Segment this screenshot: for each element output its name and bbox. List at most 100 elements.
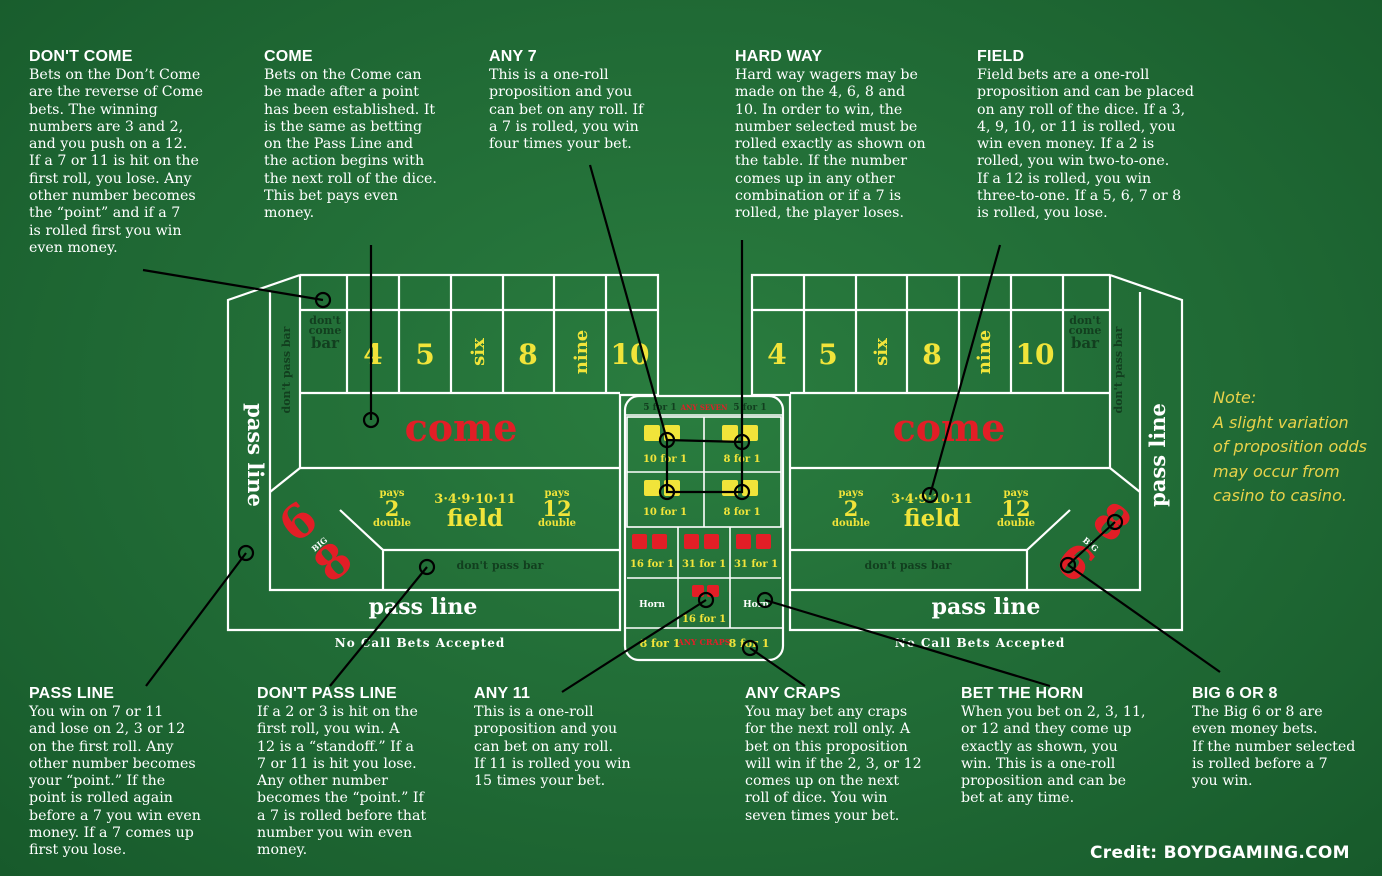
horn-label-left: Horn bbox=[639, 600, 665, 610]
pass-line-description: PASS LINE You win on 7 or 11 and lose on… bbox=[29, 684, 239, 860]
any-craps-title: ANY CRAPS bbox=[745, 685, 841, 702]
dont-pass-description: DON'T PASS LINE If a 2 or 3 is hit on th… bbox=[257, 684, 457, 860]
pass-line-text: You win on 7 or 11 and lose on 2, 3 or 1… bbox=[29, 704, 201, 859]
place-number-5-right: 5 bbox=[818, 338, 837, 371]
right-layout bbox=[750, 273, 1184, 632]
hard-way-title: HARD WAY bbox=[735, 48, 823, 65]
dont-pass-text: If a 2 or 3 is hit on the first roll, yo… bbox=[257, 704, 427, 859]
craps-2-odds: 16 for 1 bbox=[630, 559, 674, 570]
hard-4-odds: 10 for 1 bbox=[643, 507, 687, 518]
any11-title: ANY 11 bbox=[474, 685, 531, 702]
callout-lines bbox=[142, 164, 1221, 693]
dont-come-title: DON'T COME bbox=[29, 48, 133, 65]
pays-2-mult-right: double bbox=[832, 518, 870, 529]
horn-text: When you bet on 2, 3, 11, or 12 and they… bbox=[961, 704, 1146, 807]
any-craps-odds-left: 8 for 1 bbox=[640, 637, 681, 650]
dont-pass-title: DON'T PASS LINE bbox=[257, 685, 397, 702]
big68-text: The Big 6 or 8 are even money bets. If t… bbox=[1192, 704, 1356, 790]
pays-12-num-right: 12 bbox=[1001, 496, 1030, 521]
come-description: COME Bets on the Come can be made after … bbox=[264, 47, 464, 223]
hard-10-odds: 10 for 1 bbox=[643, 454, 687, 465]
pays-12-mult: double bbox=[538, 518, 576, 529]
any-seven-label: ANY SEVEN bbox=[680, 403, 728, 412]
any7-description: ANY 7 This is a one-roll proposition and… bbox=[489, 47, 689, 153]
pass-line-right: pass line bbox=[932, 594, 1041, 620]
place-number-six-right: six bbox=[871, 338, 892, 366]
come-text: Bets on the Come can be made after a poi… bbox=[264, 67, 437, 222]
come-label-left: come bbox=[405, 405, 518, 450]
pays-label-left: pays bbox=[380, 488, 405, 499]
field-label-right: field bbox=[904, 505, 960, 532]
dont-come-bar-l2: come bbox=[309, 324, 342, 337]
craps-dice bbox=[632, 534, 771, 549]
dont-come-description: DON'T COME Bets on the Don’t Come are th… bbox=[29, 47, 229, 257]
field-label-left: field bbox=[447, 505, 503, 532]
pays-2-mult: double bbox=[373, 518, 411, 529]
field-numbers-right: 3·4·9·10·11 bbox=[891, 492, 972, 507]
credit-text: Credit: BOYDGAMING.COM bbox=[1090, 843, 1350, 863]
any-craps-label: ANY CRAPS bbox=[676, 637, 730, 647]
craps-12-odds: 31 for 1 bbox=[682, 559, 726, 570]
pass-line-vertical-left: pass line bbox=[243, 403, 268, 507]
callout-markers bbox=[237, 291, 1124, 657]
any11-text: This is a one-roll proposition and you c… bbox=[474, 704, 631, 790]
left-labels: don't come bar 4 5 six 8 nine 10 don't p… bbox=[243, 314, 649, 650]
dont-come-bar-r-l1: don't bbox=[1069, 314, 1101, 327]
dont-come-bar-l1: don't bbox=[309, 314, 341, 327]
place-number-six-left: six bbox=[468, 338, 489, 366]
field-description: FIELD Field bets are a one-roll proposit… bbox=[977, 47, 1217, 223]
pass-line-left: pass line bbox=[369, 594, 478, 620]
any7-title: ANY 7 bbox=[489, 48, 537, 65]
pays-2-num: 2 bbox=[385, 496, 400, 521]
place-number-4-right: 4 bbox=[767, 338, 786, 371]
dont-come-text: Bets on the Don’t Come are the reverse o… bbox=[29, 67, 203, 256]
hard-way-text: Hard way wagers may be made on the 4, 6,… bbox=[735, 67, 926, 222]
left-outer-outline bbox=[226, 273, 660, 632]
come-title: COME bbox=[264, 48, 313, 65]
hard-6-odds: 8 for 1 bbox=[723, 507, 760, 518]
dont-come-bar-r-l3: bar bbox=[1071, 334, 1100, 352]
any-craps-text: You may bet any craps for the next roll … bbox=[745, 704, 922, 824]
no-call-bets-right: No Call Bets Accepted bbox=[895, 636, 1066, 650]
place-number-nine-left: nine bbox=[571, 330, 592, 374]
hard-way-description: HARD WAY Hard way wagers may be made on … bbox=[735, 47, 955, 223]
dont-come-bar-r-l2: come bbox=[1069, 324, 1102, 337]
horn-label-right: Horn bbox=[743, 600, 769, 610]
pays-12-mult-right: double bbox=[997, 518, 1035, 529]
pass-line-vertical-right: pass line bbox=[1145, 403, 1170, 507]
pays-12-num: 12 bbox=[542, 496, 571, 521]
any-eleven-odds: 16 for 1 bbox=[682, 614, 726, 625]
dont-come-bar-l3: bar bbox=[311, 334, 340, 352]
dont-pass-bar-right: don't pass bar bbox=[865, 559, 952, 572]
big68-title: BIG 6 OR 8 bbox=[1192, 685, 1278, 702]
field-numbers-left: 3·4·9·10·11 bbox=[434, 492, 515, 507]
any-craps-description: ANY CRAPS You may bet any craps for the … bbox=[745, 684, 955, 825]
place-number-5-left: 5 bbox=[415, 338, 434, 371]
any7-text: This is a one-roll proposition and you c… bbox=[489, 67, 644, 153]
pays-label-r2: pays bbox=[1004, 488, 1029, 499]
left-layout bbox=[226, 273, 660, 632]
place-number-10-right: 10 bbox=[1016, 338, 1055, 371]
dont-pass-bar-left: don't pass bar bbox=[457, 559, 544, 572]
any-craps-odds-right: 8 for 1 bbox=[729, 637, 770, 650]
any11-description: ANY 11 This is a one-roll proposition an… bbox=[474, 684, 674, 790]
dont-pass-bar-vertical-left: don't pass bar bbox=[280, 326, 293, 413]
place-number-8-right: 8 bbox=[922, 338, 941, 371]
craps-3-odds: 31 for 1 bbox=[734, 559, 778, 570]
center-proposition-box: 5 for 1 ANY SEVEN 5 for 1 10 for 1 8 for… bbox=[623, 394, 785, 662]
any-seven-odds-right: 5 for 1 bbox=[733, 403, 766, 413]
odds-variation-note: Note: A slight variation of proposition … bbox=[1213, 388, 1367, 505]
big68-description: BIG 6 OR 8 The Big 6 or 8 are even money… bbox=[1192, 684, 1377, 790]
any-seven-odds-left: 5 for 1 bbox=[643, 403, 676, 413]
place-number-4-left: 4 bbox=[363, 338, 382, 371]
left-pass-inner bbox=[268, 292, 620, 592]
place-number-8-left: 8 bbox=[518, 338, 537, 371]
no-call-bets-left: No Call Bets Accepted bbox=[335, 636, 506, 650]
horn-description: BET THE HORN When you bet on 2, 3, 11, o… bbox=[961, 684, 1176, 808]
field-title: FIELD bbox=[977, 48, 1025, 65]
place-number-nine-right: nine bbox=[974, 330, 995, 374]
pass-line-title: PASS LINE bbox=[29, 685, 115, 702]
pays-2-num-right: 2 bbox=[844, 496, 859, 521]
